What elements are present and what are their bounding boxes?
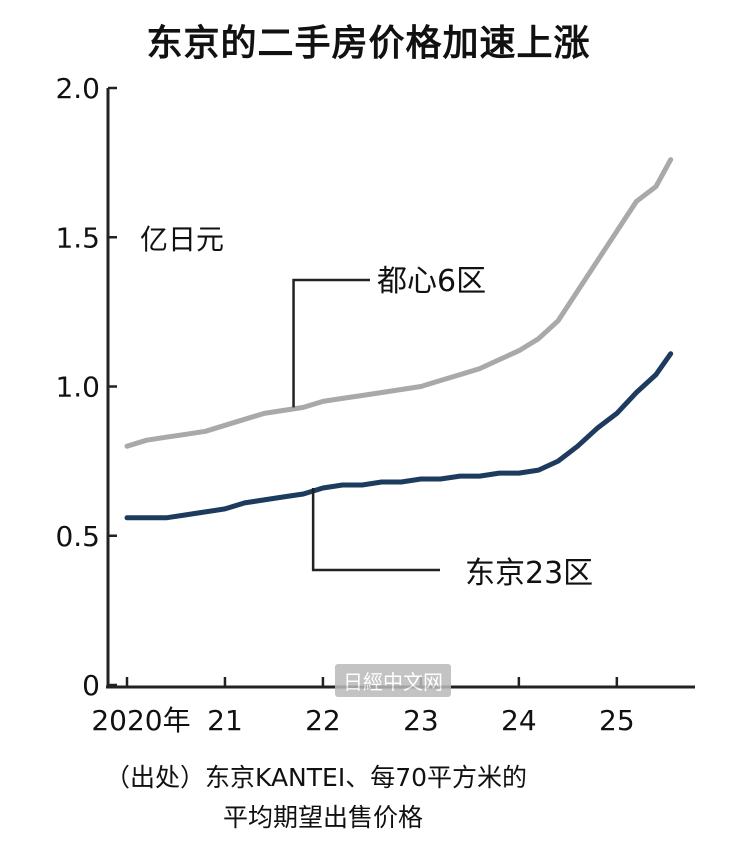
- data-point: [223, 507, 227, 511]
- data-point: [654, 373, 658, 376]
- data-point: [302, 406, 305, 409]
- data-point: [204, 510, 207, 514]
- data-point: [321, 486, 325, 490]
- x-tick-label: 25: [599, 704, 635, 737]
- source-line-1: （出处）东京KANTEI、每70平方米的: [105, 763, 528, 792]
- data-point: [576, 289, 579, 293]
- data-point: [243, 418, 246, 421]
- x-tick-group: 2020年 21 22 23 24 25: [91, 677, 635, 737]
- data-point: [669, 158, 672, 161]
- y-tick-group: 0 0.5 1.0 1.5 2.0: [55, 72, 117, 702]
- data-point: [556, 319, 560, 323]
- data-point: [360, 394, 364, 397]
- data-point: [478, 367, 481, 370]
- source-note: （出处）东京KANTEI、每70平方米的 平均期望出售价格: [105, 758, 527, 838]
- data-point: [321, 400, 325, 403]
- data-point: [458, 474, 462, 478]
- data-point: [360, 483, 364, 487]
- data-point: [204, 430, 207, 433]
- data-point: [498, 471, 501, 475]
- data-point: [380, 391, 383, 394]
- data-point: [164, 516, 168, 520]
- data-point: [458, 373, 462, 376]
- data-point: [498, 358, 501, 361]
- data-point: [615, 230, 619, 233]
- series-line-1: [124, 157, 674, 449]
- y-tick-label: 0: [82, 669, 100, 702]
- data-point: [478, 474, 481, 478]
- source-line-2: 平均期望出售价格: [223, 803, 424, 832]
- data-point: [282, 495, 285, 499]
- data-point: [537, 468, 540, 472]
- data-point: [439, 379, 442, 382]
- data-point: [596, 259, 599, 263]
- data-point: [341, 397, 344, 400]
- data-point: [669, 352, 672, 355]
- data-point: [223, 424, 227, 427]
- data-point: [615, 412, 619, 415]
- unit-label: 亿日元: [140, 223, 224, 256]
- data-point: [635, 391, 638, 394]
- data-point: [517, 349, 521, 352]
- data-point: [125, 516, 129, 520]
- watermark: 日經中文网: [335, 664, 451, 697]
- y-tick-label: 1.0: [55, 371, 100, 404]
- data-point: [654, 185, 658, 188]
- callout-leader: [292, 278, 370, 408]
- series-label: 东京23区: [465, 556, 593, 591]
- data-point: [596, 427, 599, 430]
- y-tick-label: 1.5: [55, 221, 100, 254]
- data-point: [125, 445, 129, 448]
- series-label: 都心6区: [377, 264, 486, 299]
- data-point: [145, 439, 148, 442]
- y-tick-label: 2.0: [55, 72, 100, 105]
- data-point: [341, 483, 344, 487]
- data-point: [380, 480, 383, 484]
- data-point: [517, 471, 521, 475]
- x-tick-label: 21: [207, 704, 243, 737]
- series-line-2: [124, 351, 674, 521]
- data-point: [262, 498, 266, 502]
- data-point: [282, 409, 285, 412]
- callout-leader: [311, 487, 440, 572]
- data-point: [302, 492, 305, 496]
- x-tick-label: 22: [305, 704, 341, 737]
- data-point: [184, 513, 187, 517]
- data-point: [145, 516, 148, 520]
- data-point: [164, 436, 168, 439]
- data-point: [439, 477, 442, 481]
- x-tick-label: 2020年: [91, 704, 190, 737]
- x-tick-label: 24: [501, 704, 537, 737]
- data-point: [400, 480, 403, 484]
- data-point: [243, 501, 246, 505]
- data-point: [635, 200, 638, 203]
- data-point: [576, 445, 579, 448]
- data-point: [184, 433, 187, 436]
- data-point: [419, 385, 423, 388]
- y-tick-label: 0.5: [55, 520, 100, 553]
- x-tick-label: 23: [403, 704, 439, 737]
- chart-title: 东京的二手房价格加速上涨: [146, 23, 591, 64]
- data-point: [262, 412, 266, 415]
- series-lines: [124, 157, 674, 521]
- data-point: [419, 477, 423, 481]
- data-point: [537, 337, 540, 340]
- data-point: [556, 459, 560, 463]
- data-point: [400, 388, 403, 391]
